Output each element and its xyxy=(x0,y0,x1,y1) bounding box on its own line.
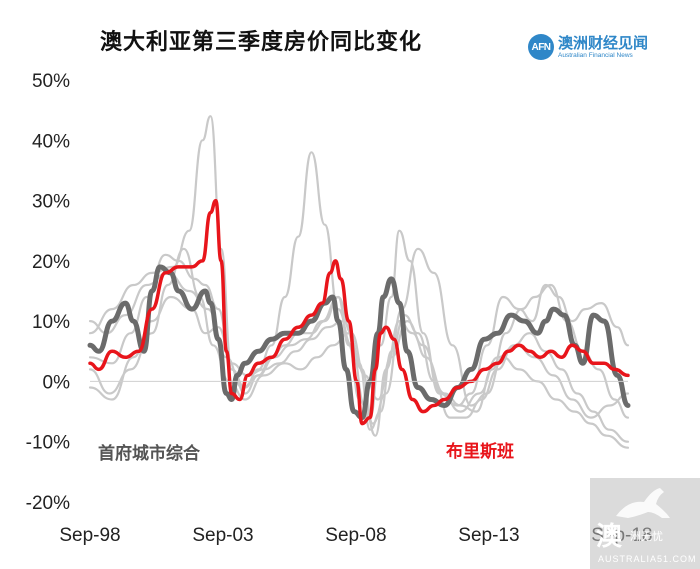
series-layer xyxy=(87,115,631,449)
series-line-other-5 xyxy=(88,271,630,419)
annotation-composite: 首府城市综合 xyxy=(98,443,201,464)
afn-logo-name-cn: 澳洲财经见闻 xyxy=(558,35,649,52)
y-tick-label: 30% xyxy=(32,192,70,213)
y-tick-label: 50% xyxy=(32,71,70,92)
x-tick-label: Sep-08 xyxy=(325,525,386,546)
afn-logo: AFN 澳洲财经见闻 Australian Financial News xyxy=(528,32,688,66)
series-line-other-3 xyxy=(88,295,630,443)
x-tick-label: Sep-98 xyxy=(59,525,120,546)
watermark-char: 澳 xyxy=(596,521,623,551)
series-line-composite xyxy=(87,264,631,421)
annotation-brisbane: 布里斯班 xyxy=(446,441,514,462)
afn-logo-icon: AFN xyxy=(528,34,554,60)
watermark-background xyxy=(590,478,700,569)
watermark-site: AUSTRALIA51.COM xyxy=(598,554,697,564)
y-tick-label: 10% xyxy=(32,312,70,333)
y-tick-label: 0% xyxy=(43,372,71,393)
chart-title: 澳大利亚第三季度房价同比变化 xyxy=(100,29,423,54)
y-tick-label: -20% xyxy=(26,493,70,514)
y-tick-label: 20% xyxy=(32,252,70,273)
x-tick-label: Sep-13 xyxy=(458,525,519,546)
y-tick-label: -10% xyxy=(26,433,70,454)
afn-logo-name-en: Australian Financial News xyxy=(558,52,633,59)
watermark-text: 洲无忧 xyxy=(630,531,663,543)
y-tick-label: 40% xyxy=(32,131,70,152)
site-watermark: 澳 洲无忧 AUSTRALIA51.COM xyxy=(590,478,700,569)
kangaroo-icon xyxy=(616,488,670,518)
x-tick-label: Sep-03 xyxy=(192,525,253,546)
series-line-brisbane xyxy=(88,198,630,426)
